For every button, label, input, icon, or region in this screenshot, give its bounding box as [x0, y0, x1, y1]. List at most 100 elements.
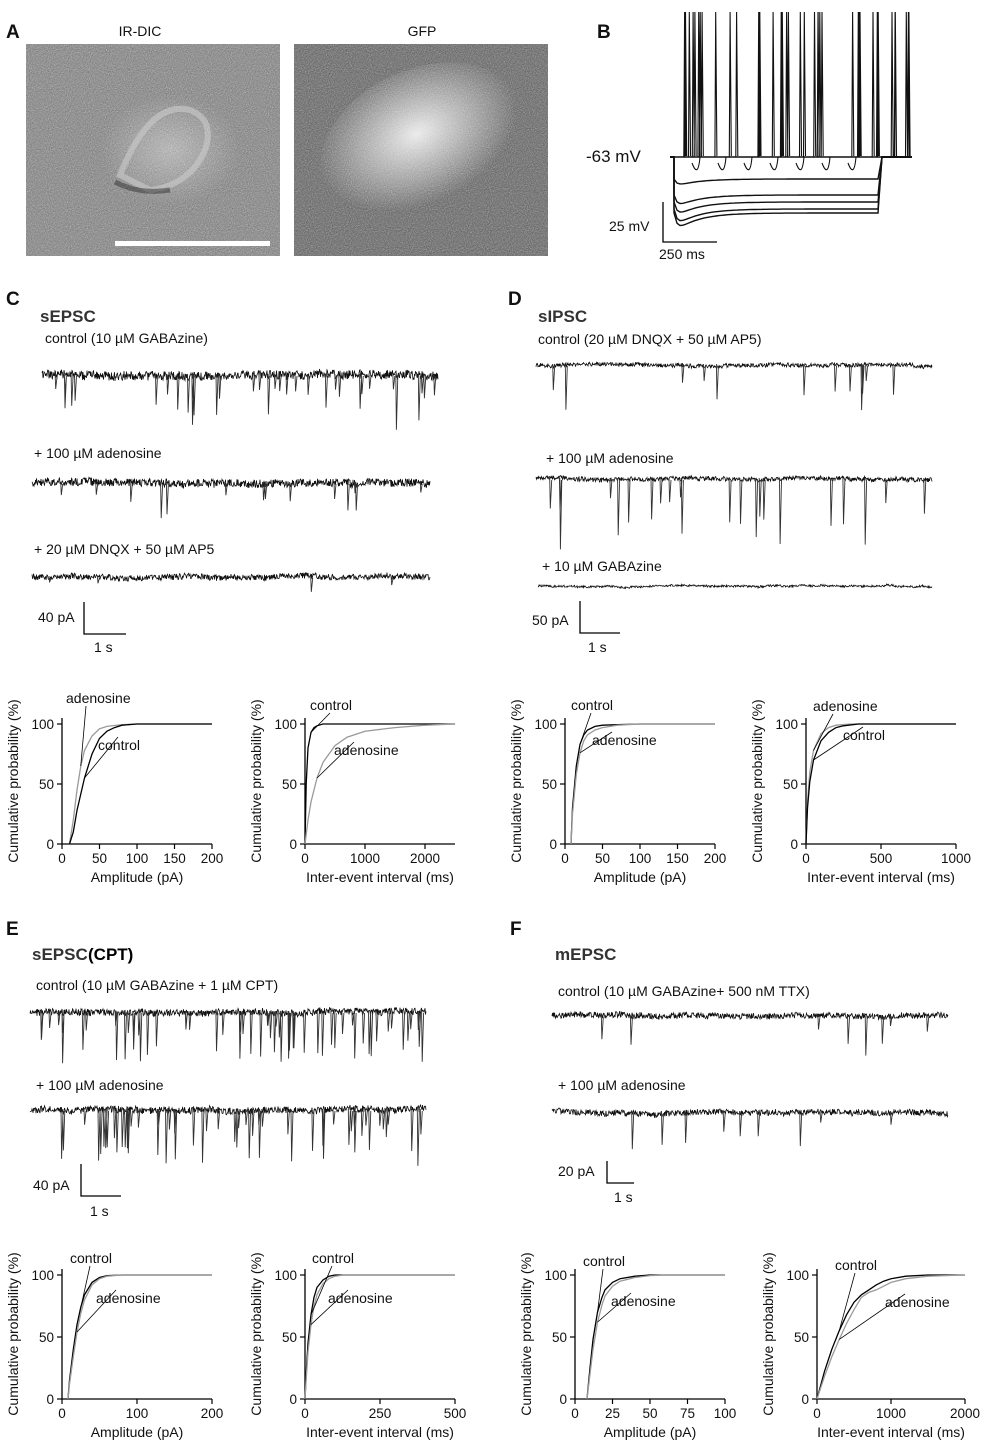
x-tick-label: 1000	[350, 851, 380, 866]
scale-y-e: 40 pA	[33, 1177, 70, 1193]
series-control	[816, 1274, 965, 1400]
series-control	[68, 723, 212, 845]
series-adenosine	[304, 1274, 455, 1400]
trace-events	[54, 373, 437, 430]
y-tick-label: 50	[39, 1330, 54, 1345]
annotation-leader	[838, 1293, 906, 1340]
trace-d-adenosine	[535, 474, 933, 550]
trace-label-c1: control (10 µM GABAzine)	[45, 330, 208, 346]
annotation-leader	[76, 1289, 117, 1333]
trace-label-c2: + 100 µM adenosine	[34, 445, 162, 461]
x-tick-label: 25	[605, 1406, 620, 1421]
plot-f-amplitude: 0 50 100 0 25 50 75 100 Amplitude (pA) Cumulative…	[518, 1252, 736, 1440]
panel-e: E sEPSC (CPT) control (10 µM GABAzine + …	[6, 919, 427, 1219]
panel-f-title: mEPSC	[555, 945, 616, 964]
current-clamp-traces	[670, 11, 912, 227]
scale-y-d: 50 pA	[532, 612, 569, 628]
y-tick-label: 50	[552, 1330, 567, 1345]
trace-noise	[29, 1104, 427, 1116]
annotation-control: control	[98, 737, 140, 753]
panel-c-title: sEPSC	[40, 307, 96, 326]
y-axis-label: Cumulative probability (%)	[248, 1252, 264, 1415]
x-tick-label: 2000	[950, 1406, 980, 1421]
panel-d-title: sIPSC	[538, 307, 587, 326]
panel-letter-a: A	[6, 22, 20, 43]
x-tick-label: 100	[629, 851, 652, 866]
y-axis-label: Cumulative probability (%)	[749, 699, 765, 862]
annotation-leader	[316, 741, 355, 779]
trace-noise	[551, 1107, 949, 1119]
plot-e-amplitude: 0 50 100 0 100 200 Amplitude (pA) Cumulative pr…	[5, 1250, 223, 1440]
trace-c-dnqx	[31, 571, 431, 592]
trace-events	[60, 481, 423, 519]
trace-noise	[31, 571, 431, 583]
annotation-leader	[310, 1265, 333, 1315]
series-adenosine	[67, 1274, 212, 1400]
annotation-adenosine: adenosine	[592, 732, 657, 748]
y-tick-label: 100	[274, 717, 297, 732]
x-tick-label: 200	[201, 851, 224, 866]
series-adenosine	[304, 723, 456, 845]
y-tick-label: 0	[46, 837, 54, 852]
y-tick-label: 100	[786, 1268, 809, 1283]
scale-x-d: 1 s	[588, 639, 607, 655]
trace-label-e2: + 100 µM adenosine	[36, 1077, 164, 1093]
y-axis-label: Cumulative probability (%)	[518, 1252, 534, 1415]
x-tick-label: 0	[301, 851, 309, 866]
annotation-leader	[838, 1272, 856, 1331]
trace-label-f1: control (10 µM GABAzine+ 500 nM TTX)	[558, 983, 810, 999]
y-tick-label: 0	[289, 837, 297, 852]
x-tick-label: 75	[680, 1406, 695, 1421]
trace-events	[600, 1014, 930, 1056]
annotation-leader	[597, 1268, 604, 1313]
y-tick-label: 100	[544, 1268, 567, 1283]
trace-e-adenosine	[29, 1104, 427, 1166]
x-axis-label: Inter-event interval (ms)	[817, 1424, 965, 1440]
trace-noise	[535, 361, 933, 371]
axis-lines	[304, 718, 455, 845]
panel-f: F mEPSC control (10 µM GABAzine+ 500 nM …	[510, 919, 949, 1205]
action-potentials	[683, 11, 911, 171]
ir-dic-label: IR-DIC	[119, 23, 162, 39]
x-tick-label: 1000	[941, 851, 971, 866]
series-adenosine	[68, 723, 212, 845]
x-tick-label: 150	[163, 851, 186, 866]
voltage-trace	[670, 156, 912, 213]
y-tick-label: 50	[794, 1330, 809, 1345]
trace-events	[60, 1108, 423, 1166]
x-tick-label: 2000	[410, 851, 440, 866]
annotation-control: control	[310, 697, 352, 713]
annotation-control: control	[835, 1257, 877, 1273]
trace-label-d3: + 10 µM GABAzine	[542, 558, 662, 574]
trace-label-c3: + 20 µM DNQX + 50 µM AP5	[34, 541, 215, 557]
panel-letter-d: D	[508, 289, 522, 310]
annotation-control: control	[583, 1253, 625, 1269]
x-tick-label: 100	[126, 1406, 149, 1421]
resting-potential-label: -63 mV	[586, 147, 641, 166]
x-tick-label: 500	[870, 851, 893, 866]
trace-label-e1: control (10 µM GABAzine + 1 µM CPT)	[36, 977, 278, 993]
panel-a: A IR-DIC GFP	[6, 22, 548, 256]
x-axis-label: Amplitude (pA)	[91, 869, 184, 885]
y-tick-label: 100	[775, 717, 798, 732]
trace-noise	[537, 583, 933, 590]
panel-b: B -63 mV 25 mV 250 ms	[586, 11, 912, 262]
x-tick-label: 200	[704, 851, 727, 866]
scale-bar-f	[606, 1161, 634, 1184]
trace-events	[48, 575, 394, 592]
trace-noise	[31, 476, 431, 490]
plot-c-amplitude: 0 50 100 0 50 100 150 200 Amplitude (pA) Cumulati…	[5, 690, 223, 885]
x-tick-label: 50	[642, 1406, 657, 1421]
y-tick-label: 100	[274, 1268, 297, 1283]
scale-bar-b	[662, 202, 717, 243]
ir-dic-image	[26, 44, 280, 256]
x-tick-label: 0	[802, 851, 810, 866]
scale-x-f: 1 s	[614, 1189, 633, 1205]
trace-events	[549, 477, 927, 550]
y-tick-label: 0	[289, 1392, 297, 1407]
y-tick-label: 0	[46, 1392, 54, 1407]
y-tick-label: 50	[282, 777, 297, 792]
